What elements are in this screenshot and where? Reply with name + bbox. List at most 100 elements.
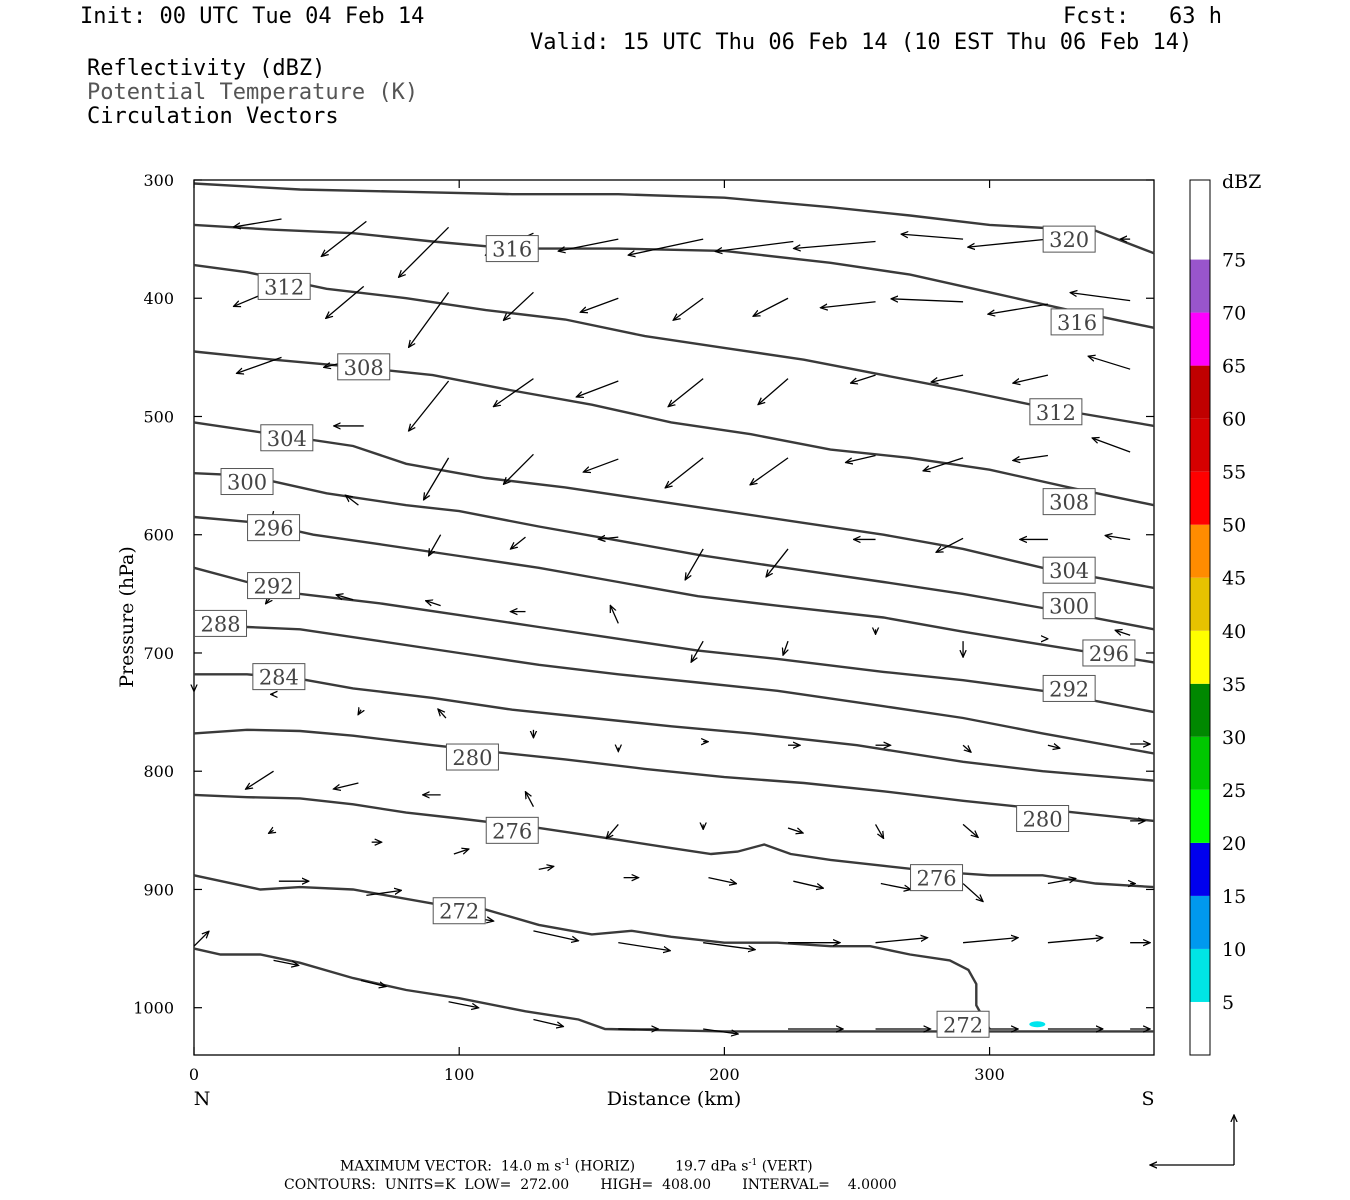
theta-contour-280: [193, 728, 1155, 823]
circulation-vector: [685, 548, 704, 580]
colorbar-tick-label: 30: [1222, 727, 1246, 749]
forecast-hour-label: Fcst: 63 h: [1063, 4, 1222, 29]
circulation-vector: [576, 380, 619, 397]
colorbar-unit-label: dBZ: [1222, 171, 1261, 193]
colorbar-bin: [1190, 736, 1210, 790]
circulation-vector: [794, 240, 876, 248]
theta-contour-300: [193, 472, 1155, 631]
valid-time-label: Valid: 15 UTC Thu 06 Feb 14 (10 EST Thu …: [530, 30, 1193, 55]
colorbar-tick-label: 40: [1222, 621, 1246, 643]
contour-label: 316: [1057, 311, 1097, 335]
contour-label: 276: [916, 867, 956, 891]
colorbar-tick-label: 50: [1222, 515, 1246, 537]
max-vector-mid: (HORIZ) 19.7 dPa s: [570, 1158, 749, 1175]
x-axis-right-end-label: S: [1141, 1088, 1154, 1110]
circulation-vector: [787, 828, 803, 833]
circulation-vector: [668, 378, 704, 407]
x-tick-label: 100: [444, 1065, 475, 1084]
theta-contour-272: [193, 874, 991, 1030]
colorbar-tick-label: 75: [1222, 250, 1246, 272]
circulation-vector: [1088, 356, 1131, 370]
circulation-vector: [426, 601, 441, 606]
colorbar-bin: [1190, 312, 1210, 366]
colorbar-bin: [1190, 259, 1210, 313]
contour-label-box: [252, 663, 306, 691]
contour-label: 300: [1049, 595, 1089, 619]
contour-label: 316: [492, 238, 532, 262]
y-axis-label: Pressure (hPa): [116, 546, 138, 688]
circulation-vector: [673, 297, 704, 320]
circulation-vector: [438, 709, 447, 719]
contour-label-box: [260, 424, 314, 452]
y-tick-label: 600: [143, 526, 174, 545]
colorbar-bin: [1190, 418, 1210, 472]
contour-label-box: [1050, 308, 1104, 336]
circulation-vector: [793, 880, 823, 888]
colorbar-bin: [1190, 471, 1210, 525]
contour-label: 272: [943, 1013, 983, 1037]
contour-label: 288: [200, 612, 240, 636]
circulation-vector: [409, 380, 450, 431]
colorbar-tick-label: 70: [1222, 303, 1246, 325]
theta-contour-292: [193, 566, 1155, 714]
circulation-vector: [901, 234, 964, 240]
circulation-vector: [503, 291, 534, 320]
contour-label-box: [1042, 225, 1096, 253]
circulation-vector: [931, 374, 964, 382]
colorbar-bin: [1190, 789, 1210, 843]
contour-label-box: [432, 897, 486, 925]
max-vector-note: MAXIMUM VECTOR: 14.0 m s-1 (HORIZ) 19.7 …: [340, 1158, 813, 1175]
colorbar-bin: [1190, 524, 1210, 578]
colorbar-tick-label: 20: [1222, 833, 1246, 855]
circulation-vector: [583, 458, 619, 472]
circulation-vector: [708, 876, 736, 884]
y-tick-label: 700: [143, 644, 174, 663]
contour-label-box: [936, 1010, 990, 1038]
contour-label-box: [485, 235, 539, 263]
contour-label: 312: [1036, 401, 1076, 425]
max-vector-suffix: (VERT): [757, 1158, 813, 1175]
theta-contour-304: [193, 421, 1155, 590]
circulation-vector: [962, 883, 983, 902]
y-axis-ticks: 300 400 500 600 700 800 900 1000: [133, 171, 1154, 1018]
circulation-vector: [936, 537, 964, 552]
reference-vector-icon: [1150, 1115, 1234, 1165]
colorbar-tick-label: 15: [1222, 886, 1246, 908]
contour-label-box: [247, 514, 301, 542]
circulation-vectors-layer: [194, 218, 1150, 1034]
circulation-vector: [874, 824, 884, 838]
circulation-vector: [758, 378, 789, 405]
circulation-vector: [533, 1018, 563, 1027]
y-tick-label: 800: [143, 762, 174, 781]
theta-contour-288: [193, 613, 1155, 755]
contour-label-box: [247, 572, 301, 600]
circulation-vector: [246, 770, 274, 789]
reflectivity-fill-layer: [1029, 1021, 1046, 1028]
circulation-vector: [962, 823, 978, 837]
circulation-vector: [703, 1028, 738, 1034]
circulation-vector: [610, 605, 619, 624]
contour-label: 312: [264, 275, 304, 299]
x-tick-label: 0: [189, 1065, 199, 1084]
field-label-potential-temperature: Potential Temperature (K): [87, 80, 419, 105]
circulation-vector: [1092, 438, 1131, 453]
circulation-vector: [424, 457, 450, 500]
theta-contours-layer: [193, 182, 1155, 1033]
colorbar-bin: [1190, 683, 1210, 737]
colorbar-tick-label: 45: [1222, 568, 1246, 590]
x-axis-ticks: 0 100 200 300: [189, 180, 1005, 1084]
circulation-vector: [753, 297, 789, 316]
theta-contour-316: [193, 223, 1155, 329]
contour-label-box: [910, 864, 964, 892]
circulation-vector: [1105, 535, 1131, 539]
circulation-vector: [1047, 879, 1076, 885]
circulation-vector: [321, 220, 367, 256]
circulation-vector: [399, 226, 450, 277]
circulation-vector: [503, 453, 534, 484]
y-tick-label: 900: [143, 880, 174, 899]
colorbar-bin: [1190, 630, 1210, 684]
reflectivity-colorbar: 5 10 15 20 25 30 35 40 45 50 55 60 65 70 75: [1189, 179, 1246, 1056]
x-tick-label: 200: [709, 1065, 740, 1084]
contour-label-box: [1042, 488, 1096, 516]
